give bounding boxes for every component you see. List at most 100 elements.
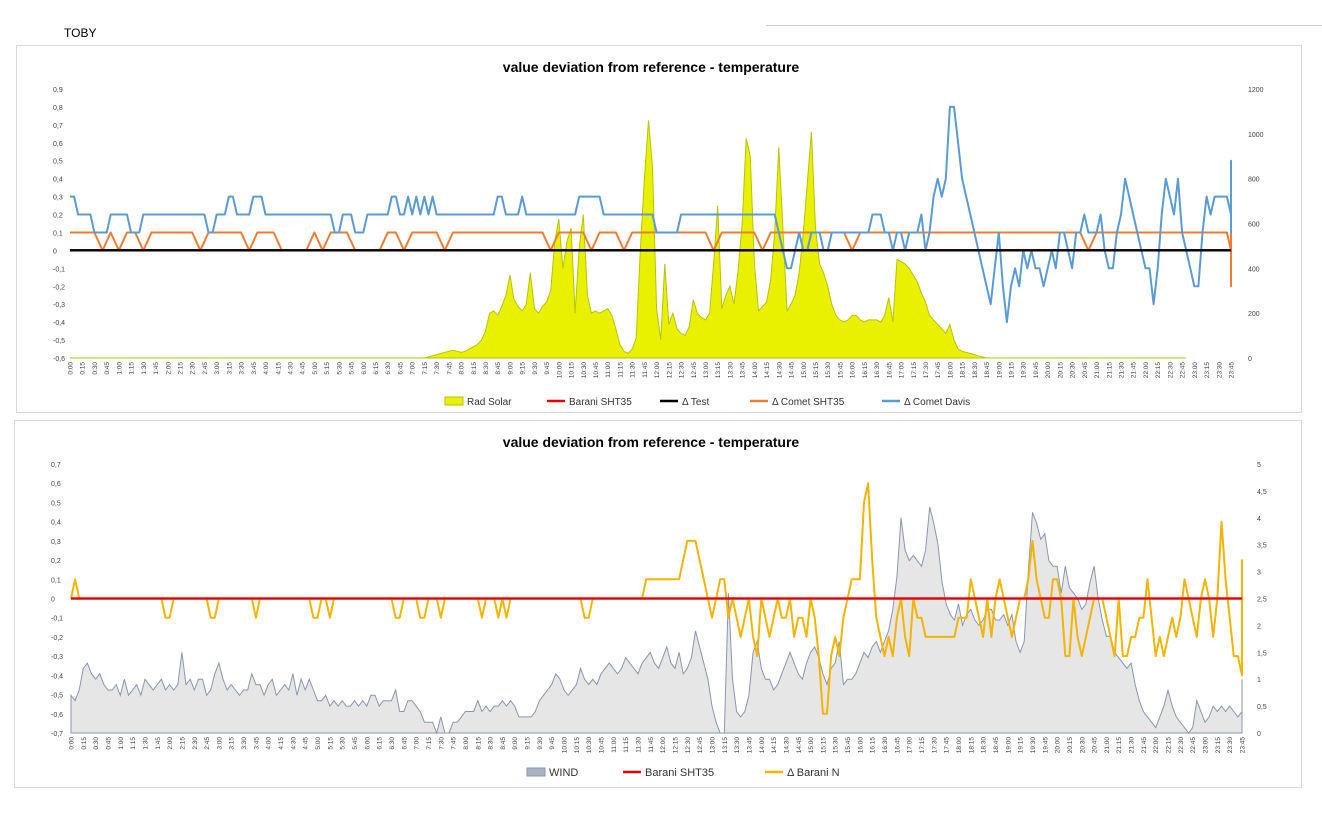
x-tick-label: 10:00: [556, 362, 563, 379]
x-tick-label: 15:15: [813, 362, 820, 379]
x-tick-label: 5:15: [324, 362, 331, 375]
legend-label: Barani SHT35: [645, 767, 714, 779]
x-tick-label: 9:00: [512, 737, 519, 750]
x-tick-label: 0:15: [80, 362, 87, 375]
x-tick-label: 15:30: [825, 362, 832, 379]
x-tick-label: 7:15: [426, 737, 433, 750]
y-tick-label: 0,4: [51, 520, 61, 527]
x-tick-label: 10:15: [569, 362, 576, 379]
x-tick-label: 12:00: [660, 737, 667, 754]
x-tick-label: 12:00: [654, 362, 661, 379]
x-tick-label: 19:45: [1042, 737, 1049, 754]
y-tick-label: 0,3: [51, 539, 61, 546]
y-tick-label: 0,9: [53, 87, 63, 94]
y-tick-label: -0,2: [53, 284, 65, 291]
y-tick-label: 0,2: [53, 213, 63, 220]
legend-label: Rad Solar: [467, 397, 512, 408]
x-tick-label: 4:45: [303, 737, 310, 750]
x-tick-label: 7:15: [422, 362, 429, 375]
x-tick-label: 11:00: [611, 737, 618, 753]
x-tick-label: 2:45: [204, 737, 211, 750]
x-tick-label: 9:15: [525, 737, 532, 750]
x-tick-label: 3:30: [239, 362, 246, 375]
x-tick-label: 1:15: [130, 737, 137, 750]
y-tick-label: -0,4: [51, 673, 63, 680]
x-tick-label: 2:45: [202, 362, 209, 375]
x-tick-label: 21:15: [1116, 737, 1123, 754]
x-tick-label: 20:15: [1067, 737, 1074, 754]
x-tick-label: 19:00: [996, 362, 1003, 379]
legend-swatch: [444, 396, 464, 406]
x-tick-label: 18:15: [960, 362, 967, 379]
y-tick-label: 0,5: [51, 500, 61, 507]
x-tick-label: 21:00: [1104, 737, 1111, 754]
y-tick-label: -0,5: [53, 338, 65, 345]
y-tick-label: 0,8: [53, 105, 63, 112]
y2-tick-label: 800: [1248, 177, 1260, 184]
y2-tick-label: 3,5: [1257, 543, 1267, 550]
y-tick-label: 0,1: [51, 577, 61, 584]
x-tick-label: 0:00: [69, 737, 76, 750]
x-tick-label: 0:15: [81, 737, 88, 750]
x-tick-label: 17:00: [907, 737, 914, 754]
x-tick-label: 2:30: [192, 737, 199, 750]
x-tick-label: 23:30: [1216, 362, 1223, 379]
x-tick-label: 0:30: [93, 737, 100, 750]
x-tick-label: 11:15: [617, 362, 624, 378]
x-tick-label: 6:45: [397, 362, 404, 375]
x-tick-label: 7:00: [414, 737, 421, 750]
x-tick-label: 11:30: [636, 737, 643, 753]
legend-label: WIND: [549, 767, 578, 779]
x-tick-label: 18:00: [947, 362, 954, 379]
x-tick-label: 20:30: [1079, 737, 1086, 754]
x-tick-label: 13:00: [709, 737, 716, 754]
x-tick-label: 8:15: [471, 362, 478, 375]
x-tick-label: 11:15: [623, 737, 630, 753]
x-tick-label: 21:45: [1141, 737, 1148, 754]
x-tick-label: 8:00: [459, 362, 466, 375]
y-tick-label: -0,5: [51, 693, 63, 700]
y2-tick-label: 5: [1257, 462, 1261, 469]
x-tick-label: 16:30: [874, 362, 881, 379]
x-tick-label: 22:45: [1180, 362, 1187, 379]
x-tick-label: 3:45: [253, 737, 260, 750]
x-tick-label: 2:00: [165, 362, 172, 375]
x-tick-label: 6:00: [364, 737, 371, 750]
y-tick-label: 0,6: [53, 141, 63, 148]
y2-tick-label: 400: [1248, 266, 1260, 273]
x-tick-label: 7:45: [446, 362, 453, 375]
x-tick-label: 15:45: [845, 737, 852, 754]
x-tick-label: 5:45: [352, 737, 359, 750]
x-tick-label: 13:30: [734, 737, 741, 754]
chart-2-title: value deviation from reference - tempera…: [503, 434, 800, 450]
y-tick-label: -0,6: [53, 356, 65, 363]
x-tick-label: 23:45: [1240, 737, 1247, 754]
x-tick-label: 5:30: [336, 362, 343, 375]
x-tick-label: 17:15: [911, 362, 918, 379]
series-wind-area: [70, 506, 1243, 735]
x-tick-label: 17:15: [919, 737, 926, 754]
x-tick-label: 23:00: [1192, 362, 1199, 379]
x-tick-label: 20:45: [1092, 737, 1099, 754]
x-tick-label: 20:15: [1057, 362, 1064, 379]
chart-panel-1[interactable]: value deviation from reference - tempera…: [16, 45, 1302, 413]
x-tick-label: 10:45: [599, 737, 606, 754]
chart-panel-2[interactable]: value deviation from reference - tempera…: [14, 420, 1302, 788]
x-tick-label: 12:15: [666, 362, 673, 379]
y-tick-label: 0,2: [51, 558, 61, 565]
y-tick-label: -0,2: [51, 635, 63, 642]
x-tick-label: 13:15: [715, 362, 722, 379]
x-tick-label: 17:30: [931, 737, 938, 754]
y2-tick-label: 4,5: [1257, 489, 1267, 496]
x-tick-label: 3:15: [229, 737, 236, 750]
x-tick-label: 14:15: [771, 737, 778, 754]
x-tick-label: 5:00: [312, 362, 319, 375]
y2-tick-label: 4: [1257, 516, 1261, 523]
x-tick-label: 14:45: [796, 737, 803, 754]
x-tick-label: 15:45: [837, 362, 844, 379]
x-tick-label: 22:45: [1190, 737, 1197, 754]
x-tick-label: 2:15: [179, 737, 186, 750]
header-divider: [766, 25, 1322, 26]
y2-tick-label: 1,5: [1257, 650, 1267, 657]
x-tick-label: 20:45: [1082, 362, 1089, 379]
